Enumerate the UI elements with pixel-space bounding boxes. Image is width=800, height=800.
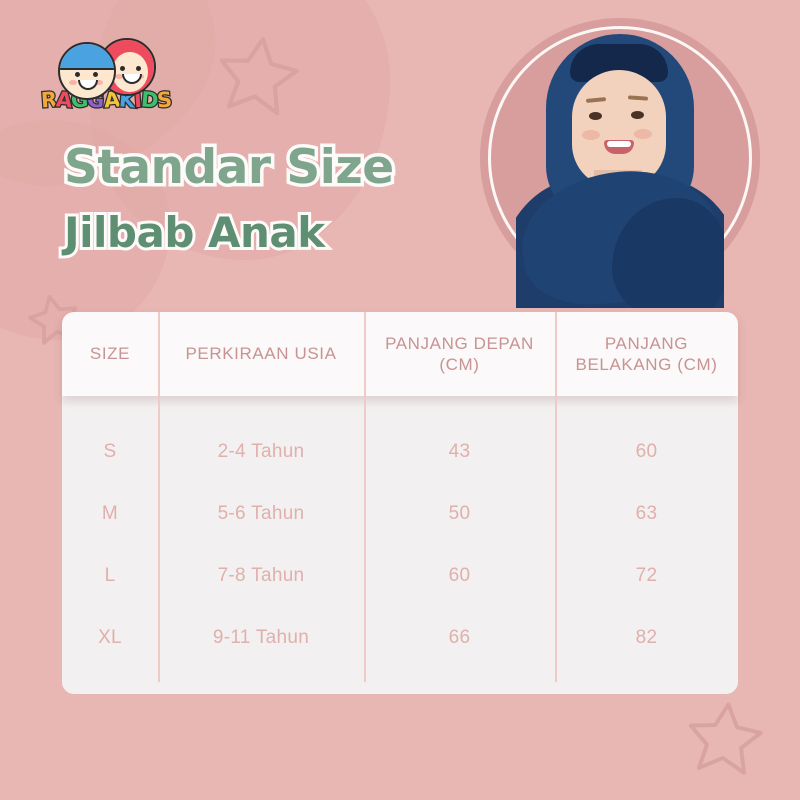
table-row: S 2-4 Tahun 43 60 [62,421,738,483]
size-table: SIZE PERKIRAAN USIA PANJANG DEPAN (CM) P… [62,312,738,694]
table-body: S 2-4 Tahun 43 60 M 5-6 Tahun 50 63 L 7-8 Tahun 60… [62,396,738,694]
eye-icon [120,66,125,71]
cheek-blush [115,74,123,79]
column-header-line: BELAKANG (CM) [575,355,718,374]
wordmark-letter: R [38,86,57,113]
model-face [572,70,666,188]
column-divider [555,396,557,682]
column-header-line: (CM) [439,355,480,374]
column-header-text: PANJANG BELAKANG (CM) [576,333,718,376]
eye-icon [75,72,80,77]
cell-usia: 2-4 Tahun [217,441,305,462]
column-divider [158,312,160,396]
eye-icon [93,72,98,77]
cell-panjang-belakang: 82 [635,627,658,648]
column-divider [158,396,160,682]
column-header-line: PANJANG DEPAN [385,333,534,353]
cell-usia: 9-11 Tahun [212,627,310,648]
page-subtitle: Jilbab Anak [61,207,328,257]
cell-panjang-belakang: 63 [635,503,658,524]
cheek-blush [582,130,600,140]
logo-faces [46,38,166,100]
column-header-perkiraan-usia: PERKIRAAN USIA [158,312,364,396]
page-title: Standar Size [61,139,398,196]
star-icon [211,27,306,122]
model-illustration [516,26,724,308]
eye-icon [589,112,602,120]
face-skin [112,52,148,92]
eye-icon [631,111,644,119]
cheek-blush [634,129,652,139]
column-header-line: PANJANG [604,333,689,353]
cell-panjang-depan: 50 [448,503,471,524]
column-header-text: PANJANG DEPAN (CM) [385,333,534,376]
raggakids-logo: RAGGAKIDS [36,38,176,118]
column-header-text: PERKIRAAN USIA [185,344,337,364]
cheek-blush [95,80,103,85]
table-row: XL 9-11 Tahun 66 82 [62,607,738,669]
star-icon [23,287,85,349]
table-top-spacer [62,396,738,421]
cell-usia: 7-8 Tahun [217,565,305,586]
table-header-row: SIZE PERKIRAAN USIA PANJANG DEPAN (CM) P… [62,312,738,396]
table-row: M 5-6 Tahun 50 63 [62,483,738,545]
column-divider [555,312,557,396]
eye-icon [136,66,141,71]
column-header-size: SIZE [62,312,158,396]
cell-panjang-depan: 43 [448,441,471,462]
mouth-icon [78,80,98,90]
wordmark-letter: S [155,86,173,113]
cell-usia: 5-6 Tahun [217,503,305,524]
model-photo [470,8,770,308]
cheek-blush [69,80,77,85]
column-header-text: SIZE [89,344,131,364]
column-header-panjang-belakang: PANJANG BELAKANG (CM) [555,312,738,396]
column-divider [364,312,366,396]
cell-panjang-depan: 60 [448,565,471,586]
cell-size: S [103,441,117,462]
cap-shape [60,44,114,70]
cell-panjang-belakang: 72 [635,565,658,586]
teeth [607,141,631,147]
cell-panjang-depan: 66 [448,627,471,648]
boy-face-icon [58,42,116,100]
cell-size: XL [98,627,122,648]
cell-size: M [101,503,119,524]
star-icon [682,694,768,780]
column-header-panjang-depan: PANJANG DEPAN (CM) [364,312,555,396]
cell-panjang-belakang: 60 [635,441,658,462]
table-row: L 7-8 Tahun 60 72 [62,545,738,607]
column-divider [364,396,366,682]
cell-size: L [104,565,116,586]
